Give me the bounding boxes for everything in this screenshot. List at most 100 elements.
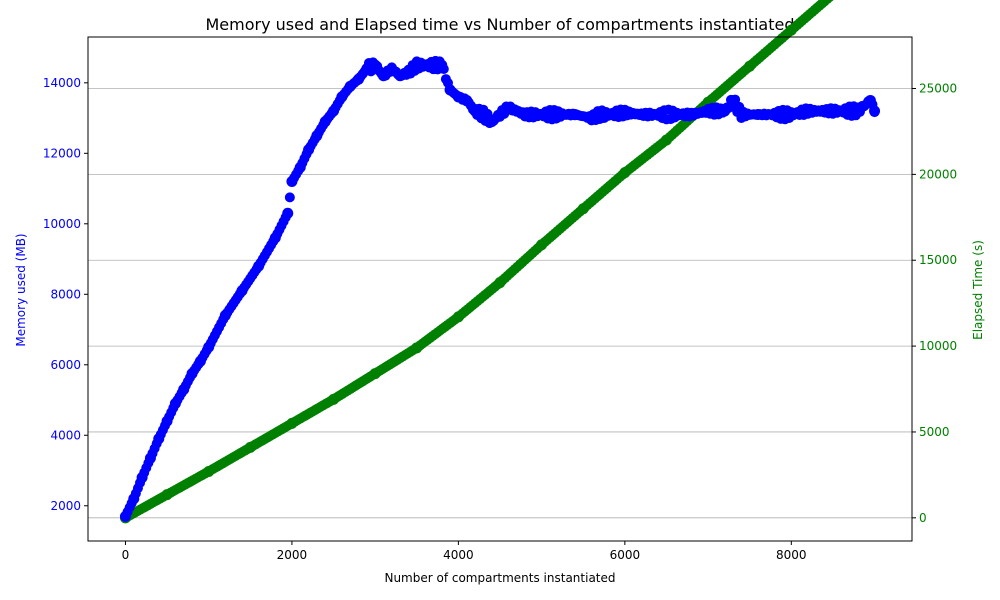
memory-point <box>602 109 614 121</box>
memory-point <box>864 94 876 106</box>
y-right-axis-label: Elapsed Time (s) <box>971 240 985 340</box>
y-left-tick-label: 10000 <box>43 217 81 231</box>
memory-point <box>394 70 406 82</box>
memory-point <box>536 109 548 121</box>
memory-point <box>411 59 423 71</box>
memory-point <box>835 105 847 117</box>
elapsed-point <box>244 441 256 453</box>
memory-point <box>785 109 797 121</box>
elapsed-point <box>286 417 298 429</box>
memory-point <box>502 101 514 113</box>
memory-point <box>303 144 315 156</box>
elapsed-point <box>577 203 589 215</box>
elapsed-point <box>744 60 756 72</box>
memory-point <box>319 116 331 128</box>
x-axis-ticks: 0 2000 4000 6000 8000 <box>122 541 807 562</box>
memory-point <box>286 176 298 188</box>
memory-point <box>386 63 398 75</box>
y-left-tick-label: 6000 <box>50 358 81 372</box>
elapsed-point <box>825 0 834 2</box>
memory-point <box>727 94 739 106</box>
memory-point <box>635 109 647 121</box>
x-tick-label: 8000 <box>776 548 807 562</box>
memory-point <box>719 105 731 117</box>
grid-layer <box>88 88 912 519</box>
memory-point <box>477 109 489 121</box>
memory-point <box>685 109 697 121</box>
y-right-tick-label: 10000 <box>919 339 957 353</box>
elapsed-point <box>494 277 506 289</box>
elapsed-point <box>161 489 173 501</box>
elapsed-series <box>119 0 834 524</box>
memory-point <box>702 105 714 117</box>
memory-point <box>219 309 231 321</box>
memory-point <box>469 105 481 117</box>
elapsed-point <box>660 134 672 146</box>
memory-point <box>461 94 473 106</box>
memory-point <box>294 161 306 173</box>
memory-point <box>819 105 831 117</box>
memory-point <box>486 116 498 128</box>
memory-point <box>652 109 664 121</box>
y-right-tick-label: 25000 <box>919 82 957 96</box>
memory-point <box>852 105 864 117</box>
y-right-tick-label: 0 <box>919 511 927 525</box>
memory-point <box>619 107 631 119</box>
memory-point <box>269 232 281 244</box>
y-left-axis-ticks: 2000 4000 6000 8000 10000 12000 14000 <box>43 76 88 513</box>
memory-point <box>194 355 206 367</box>
elapsed-point <box>203 465 215 477</box>
memory-point <box>284 192 295 203</box>
memory-point <box>869 105 881 117</box>
memory-point <box>253 260 265 272</box>
memory-point <box>282 207 294 219</box>
memory-point <box>161 415 173 427</box>
memory-point <box>735 109 747 121</box>
memory-point <box>236 285 248 297</box>
memory-point <box>452 91 464 103</box>
elapsed-point <box>785 24 797 36</box>
y-left-axis-label: Memory used (MB) <box>14 233 28 346</box>
memory-point <box>427 59 439 71</box>
memory-point <box>353 73 365 85</box>
memory-point <box>153 433 165 445</box>
memory-point <box>128 493 140 505</box>
memory-point <box>511 105 523 117</box>
memory-point <box>594 109 606 121</box>
y-left-tick-label: 2000 <box>50 499 81 513</box>
memory-point <box>369 59 381 71</box>
memory-point <box>169 398 181 410</box>
elapsed-point <box>411 342 423 354</box>
memory-point <box>669 109 681 121</box>
memory-series <box>119 55 881 522</box>
memory-point <box>377 70 389 82</box>
memory-point <box>119 510 131 522</box>
elapsed-point <box>536 239 548 251</box>
x-tick-label: 2000 <box>277 548 308 562</box>
memory-point <box>311 130 323 142</box>
memory-point <box>752 109 764 121</box>
chart-title: Memory used and Elapsed time vs Number o… <box>205 15 794 34</box>
memory-point <box>361 63 373 75</box>
memory-point <box>328 105 340 117</box>
memory-point <box>144 452 156 464</box>
memory-point <box>444 84 456 96</box>
memory-point <box>552 109 564 121</box>
memory-point <box>586 112 598 124</box>
elapsed-point <box>369 368 381 380</box>
x-tick-label: 0 <box>122 548 130 562</box>
y-left-tick-label: 14000 <box>43 76 81 90</box>
memory-point <box>344 80 356 92</box>
memory-point <box>186 368 198 380</box>
x-tick-label: 6000 <box>610 548 641 562</box>
y-right-axis-ticks: 0 5000 10000 15000 20000 25000 <box>912 82 957 525</box>
x-tick-label: 4000 <box>443 548 474 562</box>
y-right-tick-label: 5000 <box>919 425 950 439</box>
x-axis-label: Number of compartments instantiated <box>384 571 615 585</box>
memory-point <box>402 66 414 78</box>
elapsed-point <box>619 167 631 179</box>
elapsed-point <box>328 393 340 405</box>
memory-point <box>203 341 215 353</box>
